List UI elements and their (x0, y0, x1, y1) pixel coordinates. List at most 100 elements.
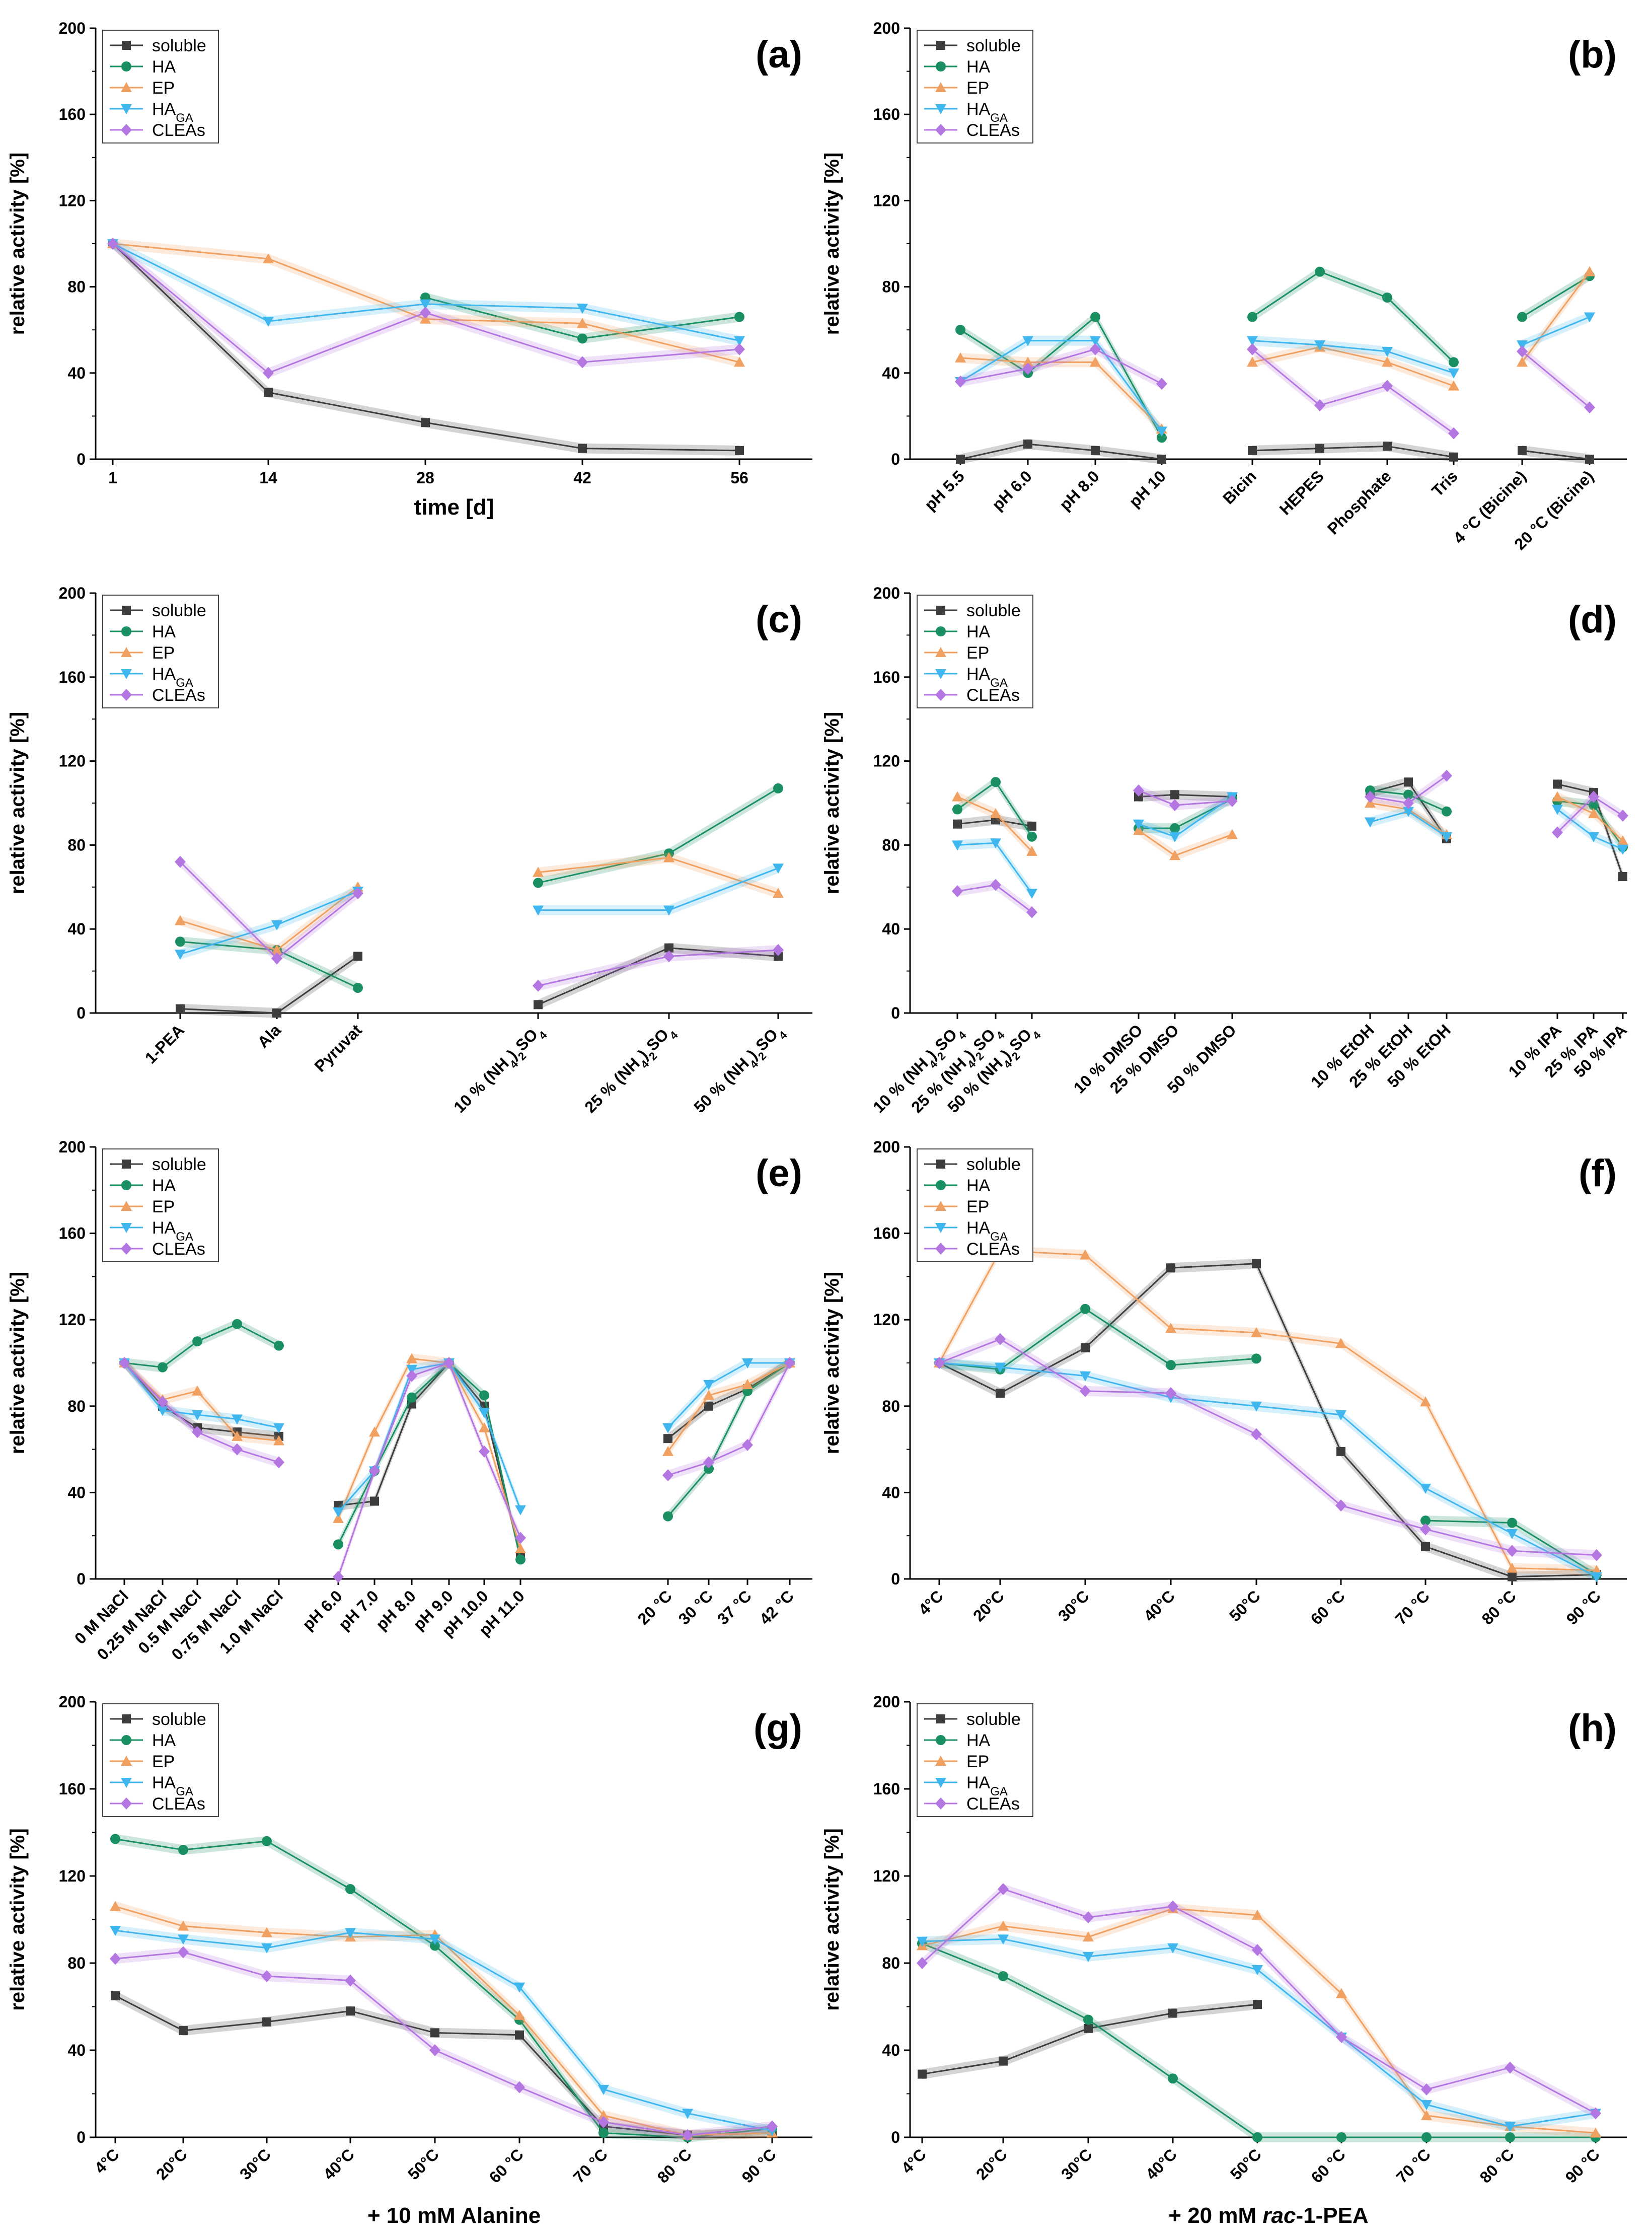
haga-marker (515, 1505, 526, 1515)
legend-label: soluble (152, 601, 206, 620)
series-haga (952, 791, 1628, 899)
cleas-marker (1169, 799, 1180, 812)
series-cleas (952, 769, 1628, 918)
cleas-marker (1251, 1428, 1262, 1440)
soluble-marker (1518, 446, 1527, 455)
ha-marker (598, 2128, 609, 2138)
y-tick-label: 80 (882, 1954, 900, 1972)
series-line (1522, 350, 1590, 408)
cleas-marker (232, 1443, 243, 1456)
y-tick-label: 0 (891, 1570, 900, 1588)
cleas-marker (935, 1797, 946, 1810)
legend-label: EP (152, 643, 175, 663)
x-tick-label: 40°C (1140, 1586, 1178, 1625)
y-tick-label: 120 (59, 1311, 86, 1329)
haga-marker (1080, 1371, 1091, 1382)
y-axis-label: relative activity [%] (821, 153, 843, 335)
series-ha (955, 266, 1595, 443)
series-cleas (119, 1357, 795, 1583)
legend-label: soluble (966, 36, 1021, 55)
haga-marker (1083, 1952, 1094, 1963)
y-tick-label: 0 (891, 2128, 900, 2146)
haga-marker (1022, 336, 1033, 346)
panel-b: 0 40 80 120 160 200 relative activity [%] pH 5.… (821, 19, 1627, 553)
ha-marker (158, 1362, 168, 1373)
x-tick-label: 40°C (320, 2145, 358, 2183)
x-tick-label: 60 °C (1308, 2145, 1349, 2186)
y-tick-label: 160 (59, 668, 86, 686)
y-tick-label: 80 (67, 836, 86, 854)
legend-label: soluble (966, 601, 1021, 620)
x-axis-label: + 20 mM rac-1-PEA (1168, 2203, 1368, 2228)
series-band (115, 1925, 772, 2136)
series-band (1252, 335, 1454, 378)
soluble-marker (1618, 872, 1627, 881)
cleas-marker (369, 1465, 380, 1477)
cleas-marker (934, 1357, 945, 1369)
series-haga (110, 1925, 778, 2137)
ha-marker (533, 878, 543, 888)
cleas-marker (1420, 1523, 1431, 1536)
haga-marker (1156, 426, 1167, 437)
y-axis-label: relative activity [%] (7, 1828, 29, 2010)
series-soluble (111, 1990, 777, 2140)
y-tick-label: 120 (59, 1867, 86, 1885)
ep-marker (533, 867, 544, 877)
y-tick-label: 40 (882, 1483, 900, 1501)
soluble-marker (370, 1496, 379, 1506)
ha-marker (274, 1340, 284, 1351)
ha-marker (262, 1836, 272, 1846)
soluble-marker (735, 446, 744, 455)
ep-marker (935, 647, 946, 657)
soluble-marker (936, 606, 945, 615)
haga-marker (1090, 336, 1101, 346)
cleas-marker (420, 306, 431, 319)
haga-marker (232, 1414, 243, 1425)
ha-marker (1507, 1518, 1517, 1528)
haga-marker (261, 1943, 272, 1954)
haga-marker (734, 336, 745, 346)
x-tick-label: 42 °C (756, 1586, 797, 1628)
ha-marker (1251, 1353, 1261, 1364)
panel-label: (a) (756, 33, 802, 76)
haga-marker (1252, 1965, 1263, 1975)
cleas-marker (1505, 2061, 1516, 2074)
series-band (1139, 791, 1232, 842)
y-tick-label: 200 (873, 19, 900, 37)
legend-label: HA (152, 1176, 176, 1195)
ha-marker (1365, 785, 1375, 796)
y-tick-label: 160 (59, 1224, 86, 1243)
soluble-marker (1553, 779, 1562, 789)
soluble-marker (346, 2006, 355, 2016)
legend-label: soluble (152, 1155, 206, 1174)
ha-marker (936, 1735, 946, 1745)
haga-marker (345, 1928, 356, 1938)
legend-label: HA (966, 622, 991, 641)
legend-label: HAGA (152, 665, 193, 690)
ha-marker (1449, 357, 1459, 368)
ha-marker (1336, 2132, 1346, 2142)
x-tick-label: Phosphate (1324, 467, 1395, 538)
ep-marker (1252, 1909, 1263, 1920)
legend-label: HAGA (966, 100, 1008, 125)
series-cleas (934, 1333, 1602, 1561)
cleas-marker (990, 879, 1001, 891)
series-band (1370, 798, 1447, 840)
x-tick-label: 90 °C (738, 2145, 780, 2186)
series-band (1557, 791, 1623, 846)
series-band (180, 882, 358, 955)
cleas-marker (662, 1469, 673, 1482)
cleas-marker (515, 1532, 526, 1544)
ha-marker (1166, 1360, 1176, 1370)
haga-marker (479, 1408, 490, 1418)
legend-label: EP (152, 1752, 175, 1771)
ep-marker (935, 1201, 946, 1211)
series-cleas (110, 1946, 778, 2141)
y-tick-label: 160 (59, 105, 86, 123)
ep-marker (121, 1756, 132, 1766)
haga-marker (935, 1778, 946, 1788)
cleas-marker (263, 367, 274, 379)
cleas-marker (178, 1946, 189, 1959)
